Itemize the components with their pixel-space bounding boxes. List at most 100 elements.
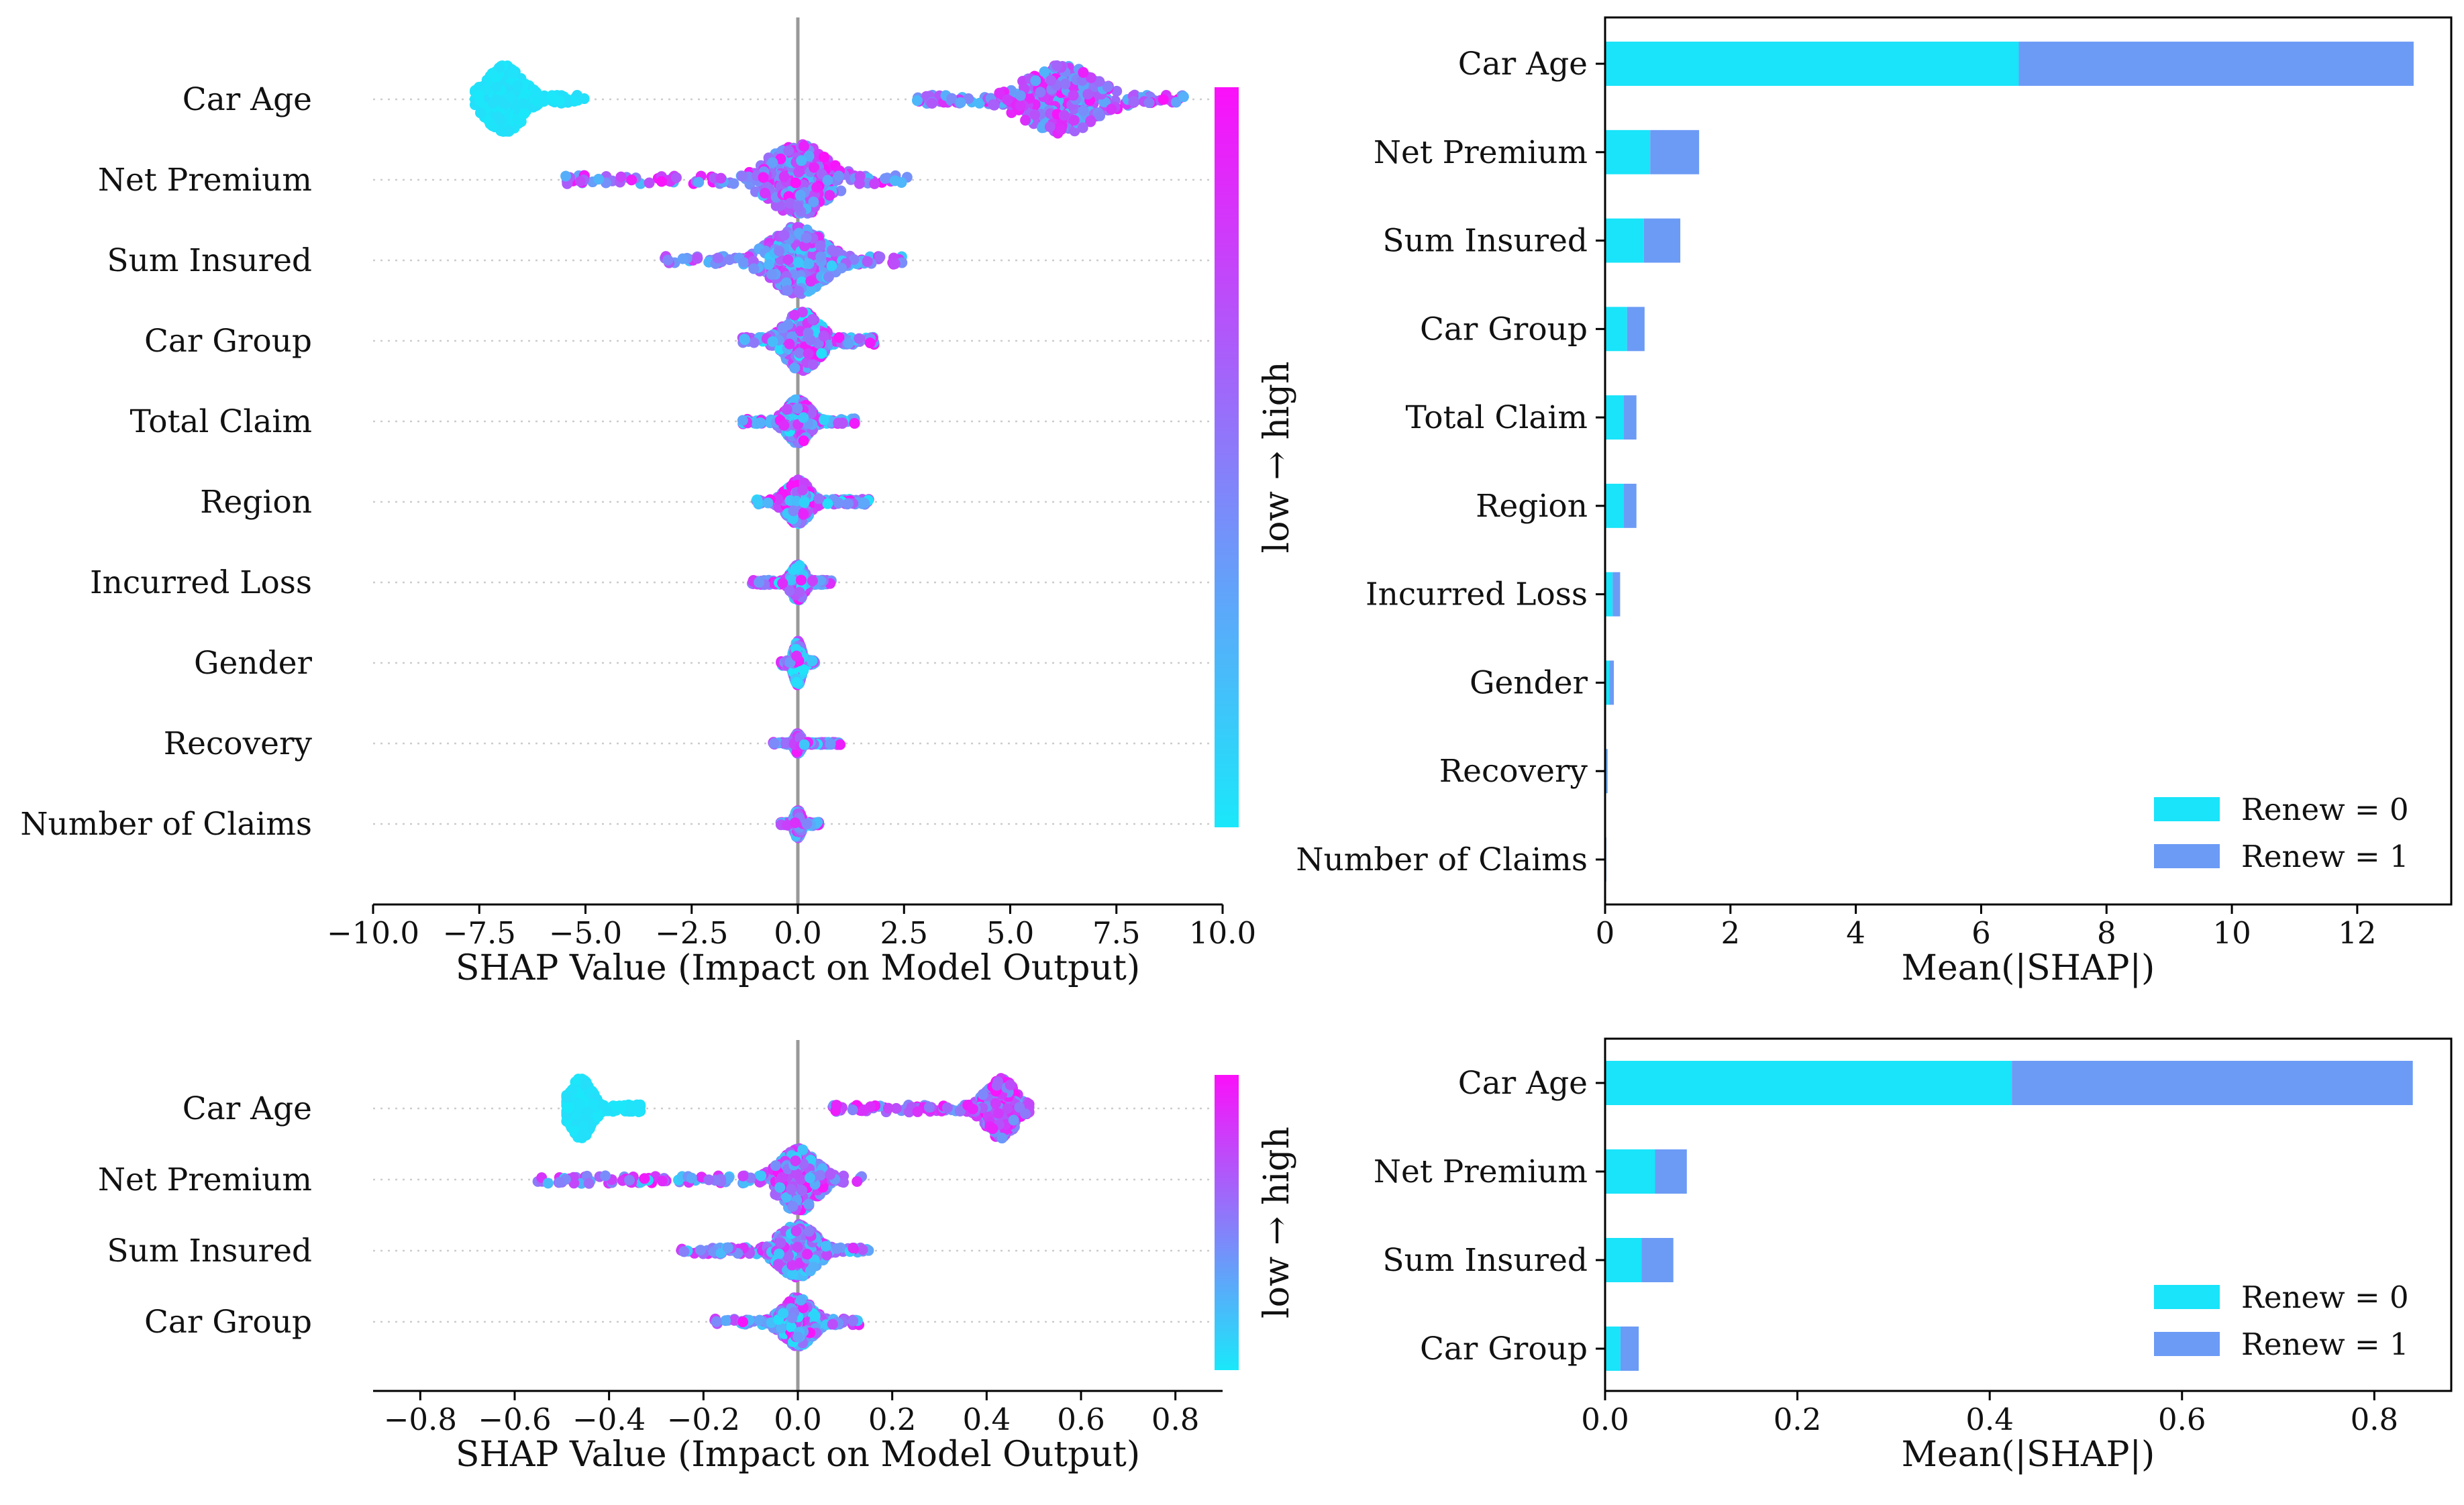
shap-point (554, 95, 566, 106)
shap-point (790, 177, 801, 189)
plot-frame (1604, 16, 2453, 906)
feature-row: Net Premium (98, 139, 1223, 219)
feature-row: Car Group (144, 307, 1223, 376)
shap-point (811, 182, 823, 193)
category-label: Incurred Loss (1366, 576, 1588, 613)
feature-row: Car Age (183, 60, 1223, 139)
bar-segment (1624, 483, 1637, 528)
shap-point (737, 415, 748, 426)
feature-label: Car Group (144, 323, 312, 360)
shap-point (813, 493, 825, 505)
shap-point (799, 140, 810, 152)
shap-point (847, 1104, 858, 1116)
shap-point (793, 285, 805, 297)
category-label: Total Claim (1406, 399, 1588, 436)
shap-point (778, 419, 790, 431)
bar-segment (1605, 307, 1627, 352)
bar-segment (1650, 129, 1700, 174)
shap-point (1085, 115, 1096, 126)
feature-row: Gender (194, 635, 1223, 690)
bar-segment (1605, 42, 2019, 86)
shap-point (805, 276, 817, 287)
shap-point (774, 246, 785, 257)
x-tick-label: 5.0 (986, 915, 1035, 951)
shap-point (767, 157, 778, 168)
shap-point (869, 178, 880, 189)
shap-point (794, 560, 805, 571)
shap-point (797, 484, 808, 496)
shap-point (1077, 74, 1088, 86)
shap-point (815, 251, 827, 262)
shap-point (1106, 103, 1117, 115)
category-label: Gender (1470, 664, 1588, 701)
shap-point (626, 174, 637, 186)
shap-point (791, 676, 803, 688)
bar-segment (2018, 42, 2414, 86)
shap-point (762, 497, 774, 509)
shap-point (1020, 115, 1031, 126)
shap-point (615, 171, 627, 183)
shap-point (1078, 105, 1089, 116)
shap-point (738, 257, 750, 268)
shap-point (767, 336, 778, 348)
shap-point (1039, 66, 1050, 77)
feature-label: Recovery (164, 725, 313, 762)
shap-point (739, 334, 750, 346)
shap-point (807, 359, 819, 370)
shap-point (486, 68, 498, 79)
shap-point (801, 818, 813, 829)
category-label: Net Premium (1374, 134, 1588, 171)
shap-point (784, 338, 795, 350)
category-label: Car Age (1458, 46, 1588, 83)
bar-segment (1624, 395, 1637, 440)
shap-point (1060, 78, 1071, 89)
shap-point (792, 403, 803, 414)
shap-point (792, 201, 804, 212)
shap-point (926, 97, 937, 109)
shap-point (819, 151, 830, 162)
x-tick-label: 2 (1721, 915, 1740, 951)
shap-point (1045, 74, 1057, 86)
shap-point (807, 655, 818, 666)
shap-point (1178, 91, 1189, 103)
shap-point (670, 172, 682, 183)
bar-segment (1605, 395, 1625, 440)
shap-point (1143, 97, 1155, 109)
shap-point (1102, 81, 1113, 93)
shap-point (833, 417, 844, 429)
shap-point (843, 338, 854, 349)
shap-point (854, 333, 865, 344)
shap-point (1082, 89, 1094, 100)
x-tick-label: 4 (1846, 915, 1865, 951)
bar-segment (1643, 218, 1681, 263)
shap-point (994, 87, 1005, 99)
shap-point (789, 817, 801, 829)
shap-point (799, 739, 810, 750)
shap-point (798, 435, 809, 447)
shap-point (1002, 94, 1013, 105)
shap-point (789, 309, 801, 321)
feature-row: Region (200, 474, 1223, 529)
shap-point (795, 574, 807, 586)
category-label: Number of Claims (1296, 841, 1588, 878)
shap-point (505, 91, 517, 103)
shap-point (833, 170, 844, 182)
shap-point (807, 313, 819, 325)
shap-point (782, 254, 794, 266)
shap-point (798, 412, 809, 423)
shap-point (487, 97, 499, 109)
shap-point (816, 348, 827, 359)
shap-point (662, 254, 674, 266)
feature-row: Car Age (183, 1073, 1223, 1144)
feature-label: Region (200, 484, 312, 521)
shap-point (593, 1111, 604, 1123)
shap-point (815, 240, 826, 252)
x-tick-label: −5.0 (549, 915, 622, 951)
shap-point (692, 253, 703, 264)
category-label: Recovery (1439, 753, 1588, 790)
shap-point (859, 498, 870, 509)
shap-point (818, 330, 829, 342)
shap-point (593, 173, 605, 185)
shap-point (781, 404, 792, 415)
shap-point (793, 166, 805, 178)
